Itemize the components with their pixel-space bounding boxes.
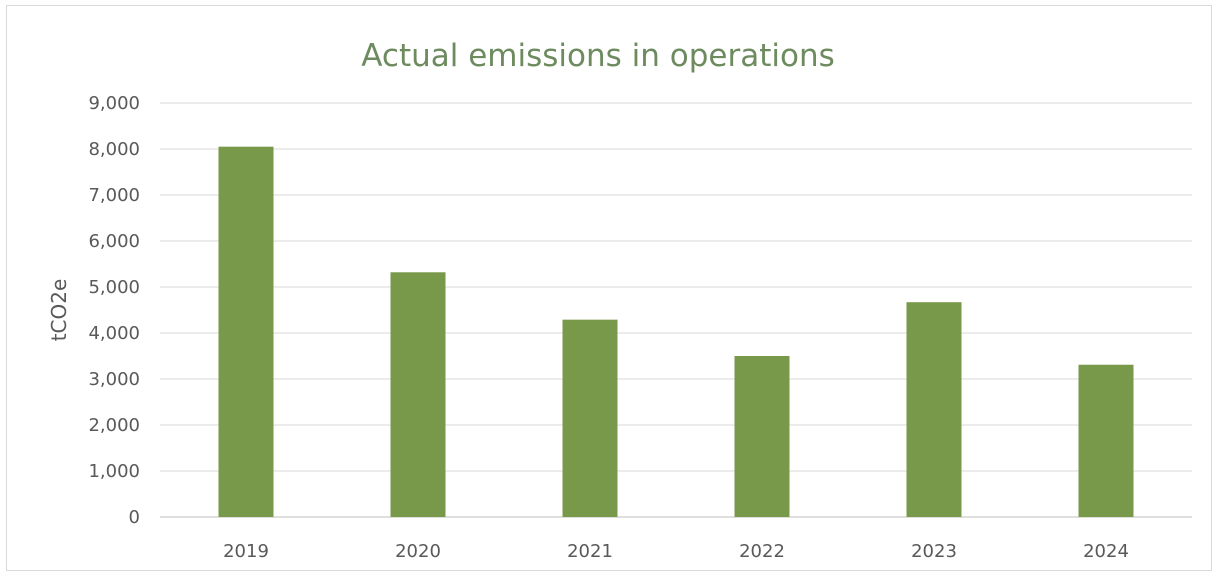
x-tick-label: 2023 — [911, 541, 957, 562]
y-tick-label: 9,000 — [88, 93, 140, 114]
y-tick-label: 6,000 — [88, 231, 140, 252]
bar-2020 — [390, 272, 446, 517]
y-tick-label: 1,000 — [88, 461, 140, 482]
bar-2021 — [562, 319, 618, 517]
chart-title: Actual emissions in operations — [361, 38, 835, 74]
y-tick-label: 2,000 — [88, 415, 140, 436]
bars — [218, 146, 1134, 517]
x-tick-label: 2021 — [567, 541, 613, 562]
y-tick-label: 4,000 — [88, 323, 140, 344]
y-tick-label: 0 — [129, 507, 140, 528]
y-axis-ticks: 0 1,000 2,000 3,000 4,000 5,000 6,000 7,000 8,00… — [88, 93, 140, 528]
x-tick-label: 2019 — [223, 541, 269, 562]
x-tick-label: 2022 — [739, 541, 785, 562]
y-tick-label: 5,000 — [88, 277, 140, 298]
y-axis-label: tCO2e — [47, 279, 71, 342]
bar-2022 — [734, 356, 790, 517]
bar-2024 — [1078, 364, 1134, 517]
x-tick-label: 2024 — [1083, 541, 1129, 562]
bar-2019 — [218, 146, 274, 517]
y-tick-label: 3,000 — [88, 369, 140, 390]
y-tick-label: 7,000 — [88, 185, 140, 206]
x-axis-ticks: 2019 2020 2021 2022 2023 2024 — [223, 541, 1129, 562]
gridlines — [160, 102, 1192, 518]
y-tick-label: 8,000 — [88, 139, 140, 160]
x-tick-label: 2020 — [395, 541, 441, 562]
bar-2023 — [906, 302, 962, 517]
